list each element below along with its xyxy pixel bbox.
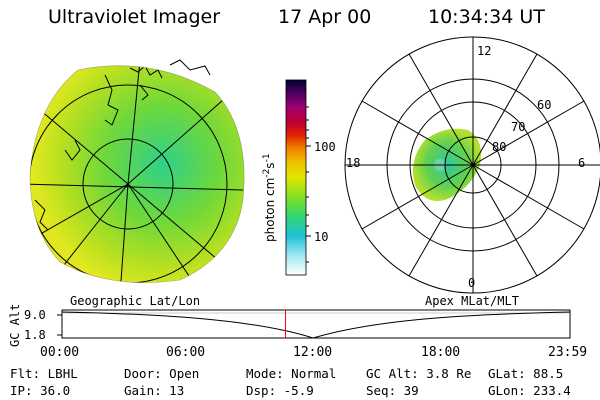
status-value: LBHL	[47, 366, 78, 381]
status-key: Mode:	[246, 366, 284, 381]
status-key: Gain:	[124, 383, 162, 398]
status-value: 88.5	[533, 366, 564, 381]
status-value: 13	[169, 383, 185, 398]
mlt-label-12: 12	[477, 44, 492, 58]
status-dsp: Dsp: -5.9	[246, 383, 314, 398]
unit-mid: s	[263, 162, 277, 169]
altitude-axis-label: GC Alt	[8, 303, 22, 347]
time-tick-2359: 23:59	[548, 345, 588, 360]
colorbar-tick-100: 100	[314, 140, 336, 154]
status-value: 36.0	[40, 383, 71, 398]
status-key: IP:	[10, 383, 33, 398]
status-flt: Flt: LBHL	[10, 366, 78, 381]
instrument-title: Ultraviolet Imager	[48, 6, 221, 28]
status-value: -5.9	[283, 383, 314, 398]
image-time: 10:34:34 UT	[428, 6, 545, 28]
lat-label-70: 70	[511, 120, 526, 134]
geographic-earth-image	[29, 59, 245, 283]
status-key: Dsp:	[246, 383, 277, 398]
color-bar	[285, 79, 311, 276]
status-door: Door: Open	[124, 366, 199, 381]
status-gain: Gain: 13	[124, 383, 184, 398]
status-value: Open	[169, 366, 200, 381]
time-tick-1200: 12:00	[293, 345, 333, 360]
time-tick-1800: 18:00	[421, 345, 461, 360]
status-mode: Mode: Normal	[246, 366, 336, 381]
mlt-label-0: 0	[468, 276, 476, 290]
mlt-label-6: 6	[578, 156, 586, 170]
lat-label-60: 60	[537, 98, 552, 112]
status-key: GLon:	[488, 383, 526, 398]
status-key: GLat:	[488, 366, 526, 381]
status-key: Flt:	[10, 366, 41, 381]
status-value: 3.8 Re	[426, 366, 472, 381]
status-value: 233.4	[533, 383, 571, 398]
status-seq: Seq: 39	[366, 383, 419, 398]
time-tick-0000: 00:00	[40, 345, 80, 360]
lat-label-80: 80	[492, 140, 507, 154]
apex-label: Apex MLat/MLT	[425, 294, 519, 308]
unit-exp1: -2	[262, 168, 272, 178]
status-value: Normal	[291, 366, 337, 381]
status-glon: GLon: 233.4	[488, 383, 571, 398]
unit-exp2: -1	[262, 153, 272, 163]
colorbar-unit-label: photon cm-2s-1	[262, 153, 277, 242]
status-key: GC Alt:	[366, 366, 419, 381]
alt-tick-1.8: 1.8	[24, 328, 46, 342]
alt-tick-9: 9.0	[24, 308, 46, 322]
apex-polar-plot	[344, 36, 600, 294]
altitude-plot	[57, 309, 571, 339]
status-key: Door:	[124, 366, 162, 381]
geographic-label: Geographic Lat/Lon	[70, 294, 201, 308]
unit-base: photon cm	[263, 177, 277, 242]
status-ip: IP: 36.0	[10, 383, 70, 398]
status-value: 39	[403, 383, 419, 398]
colorbar-tick-10: 10	[314, 230, 329, 244]
status-glat: GLat: 88.5	[488, 366, 563, 381]
mlt-label-18: 18	[346, 156, 361, 170]
status-gc-alt: GC Alt: 3.8 Re	[366, 366, 471, 381]
status-key: Seq:	[366, 383, 397, 398]
time-tick-0600: 06:00	[166, 345, 206, 360]
image-date: 17 Apr 00	[278, 6, 372, 28]
